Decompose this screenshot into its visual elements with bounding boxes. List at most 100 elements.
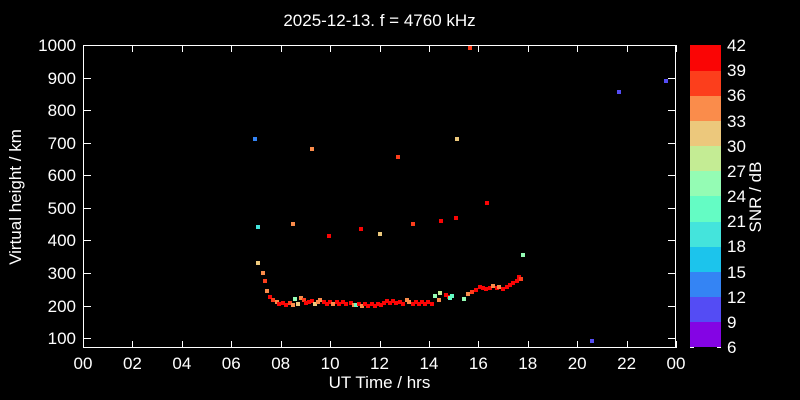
y-tick-mark [84,240,91,242]
data-point [477,285,482,290]
data-point [326,233,331,238]
data-point [404,298,409,303]
colorbar-tick-label: 27 [727,161,746,181]
data-point [274,300,279,305]
data-point [410,222,415,227]
y-tick-mark [84,110,91,112]
data-point [280,301,285,306]
y-tick-mark-right [668,77,675,79]
data-point [500,287,505,292]
data-point [484,287,489,292]
y-tick-label: 100 [47,329,76,349]
snr-colorbar [690,45,721,348]
x-tick-mark [527,341,529,348]
data-point [410,301,415,306]
y-tick-label: 1000 [38,36,76,55]
data-point [455,137,460,142]
data-point [497,285,502,290]
data-point [287,300,292,305]
data-point [484,201,489,206]
y-tick-mark-right [668,45,675,46]
data-point [321,300,326,305]
data-point [313,301,317,306]
data-point [589,339,594,344]
data-point [394,301,399,306]
data-point [398,299,402,304]
data-point [369,302,374,307]
x-tick-label: 02 [122,354,142,373]
x-tick-mark-top [181,45,183,52]
data-point [252,137,257,142]
data-point [315,299,320,304]
data-point [284,302,289,307]
data-point [264,288,269,293]
x-tick-mark [132,341,134,348]
data-point [348,300,353,305]
data-point [504,285,509,290]
data-point [467,46,472,51]
data-point [378,303,383,308]
y-tick-label: 800 [47,101,76,121]
x-tick-mark [231,341,233,348]
y-tick-label: 900 [47,68,76,88]
data-point [401,301,406,306]
data-point [277,302,282,307]
data-point [309,147,314,152]
x-tick-mark-top [330,45,332,52]
colorbar-segment [690,95,721,121]
x-tick-mark-top [379,45,381,52]
data-point [328,299,333,304]
y-tick-mark [84,175,91,177]
colorbar-segment [690,145,721,172]
data-point [375,301,380,306]
x-tick-label: 08 [271,354,291,373]
data-point [262,279,267,284]
y-tick-mark [84,142,91,144]
data-point [450,293,455,298]
colorbar-tick-label: 36 [727,86,746,106]
data-point [384,299,389,304]
colorbar-tick-label: 39 [727,61,746,81]
x-tick-label: 22 [617,354,637,373]
x-tick-label: 04 [172,354,192,373]
x-tick-mark-top [280,45,282,52]
data-point [481,286,486,291]
y-tick-mark-right [668,207,675,209]
y-tick-mark-right [668,240,675,242]
data-point [334,300,339,305]
data-point [366,303,371,308]
colorbar-segment [690,221,721,247]
colorbar-tick-label: 15 [727,262,746,282]
colorbar-segment [690,296,721,323]
x-tick-mark [626,341,628,348]
colorbar-tick-label: 42 [727,36,746,55]
data-point [514,278,519,283]
data-point [307,299,312,304]
data-point [439,218,444,223]
x-tick-mark [83,341,84,348]
data-point [470,289,475,294]
data-point [377,231,382,236]
x-tick-label: 06 [221,354,241,373]
x-tick-mark-top [83,45,84,52]
x-tick-mark-top [676,45,677,52]
data-point [360,303,365,308]
x-tick-mark [280,341,282,348]
data-point [413,300,418,305]
y-tick-label: 400 [47,231,76,251]
data-point [353,302,358,307]
data-point [324,302,329,307]
data-point [372,303,377,308]
data-point [298,295,303,300]
data-point [256,261,261,266]
data-point [519,276,524,281]
x-tick-mark [478,341,480,348]
colorbar-segment [690,120,721,147]
colorbar-tick-left [690,347,694,348]
x-tick-label: 18 [518,354,538,373]
data-point [331,301,336,306]
colorbar-tick-label: 24 [727,187,746,206]
data-point [310,298,315,303]
y-tick-label: 600 [47,166,76,186]
colorbar-segment [690,70,721,96]
